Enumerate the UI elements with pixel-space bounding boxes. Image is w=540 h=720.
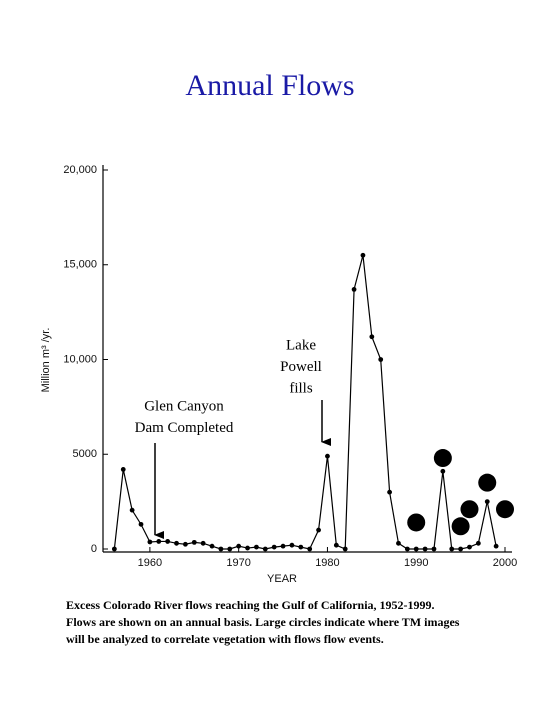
point (369, 334, 375, 340)
point (396, 540, 401, 546)
y-tick-label: 5000 (73, 448, 97, 460)
point (449, 546, 455, 552)
event-circle (407, 513, 426, 532)
point (129, 507, 135, 513)
caption: will be analyzed to correlate vegetation… (66, 632, 384, 646)
point (174, 540, 179, 546)
x-axis-label: YEAR (267, 573, 297, 585)
x-tick-label: 1980 (315, 557, 339, 569)
point (440, 468, 446, 474)
point (360, 252, 366, 258)
point (289, 542, 295, 548)
y-tick-label: 0 (91, 543, 97, 555)
point (458, 546, 464, 552)
point (120, 467, 126, 472)
y-tick-label: 20,000 (63, 164, 97, 176)
point (316, 527, 321, 533)
point (307, 546, 313, 552)
point (431, 546, 437, 552)
chart-title: Annual Flows (185, 69, 354, 102)
point (236, 543, 242, 549)
event-circle (478, 473, 497, 492)
point (183, 541, 188, 547)
point (404, 546, 410, 552)
point (200, 540, 206, 546)
annotation: Lake (286, 337, 316, 353)
point (262, 546, 268, 552)
x-tick-label: 1960 (138, 557, 162, 569)
event-circle (433, 449, 452, 468)
event-circle (460, 500, 479, 519)
annotation: fills (289, 380, 312, 396)
annotation: Powell (280, 359, 322, 375)
point (138, 521, 144, 527)
point (484, 499, 490, 505)
point (342, 546, 348, 552)
x-tick-label: 1970 (226, 557, 250, 569)
point (467, 544, 472, 550)
point (413, 546, 419, 552)
y-tick-label: 15,000 (63, 259, 97, 271)
point (227, 546, 233, 552)
point (351, 286, 357, 292)
point (147, 539, 153, 545)
point (325, 453, 330, 459)
annotation: Glen Canyon (144, 398, 224, 414)
point (156, 539, 162, 544)
point (280, 543, 286, 549)
point (111, 546, 117, 552)
y-axis-label: Million m³ /yr. (40, 328, 52, 393)
point (493, 543, 499, 549)
x-tick-label: 1990 (404, 557, 428, 569)
event-circle (451, 517, 470, 536)
point (254, 544, 259, 550)
point (387, 489, 392, 495)
y-tick-label: 10,000 (63, 353, 97, 365)
point (191, 539, 197, 545)
point (271, 544, 277, 550)
point (245, 545, 250, 551)
point (165, 539, 171, 544)
point (218, 546, 224, 552)
x-tick-label: 2000 (493, 557, 517, 569)
caption: Flows are shown on an annual basis. Larg… (66, 615, 460, 629)
point (333, 542, 339, 548)
point (378, 357, 384, 362)
point (298, 544, 304, 550)
point (209, 543, 215, 549)
caption: Excess Colorado River flows reaching the… (66, 598, 435, 612)
event-circle (496, 500, 514, 519)
point (475, 540, 481, 546)
annotation: Dam Completed (135, 420, 234, 436)
point (422, 546, 428, 552)
